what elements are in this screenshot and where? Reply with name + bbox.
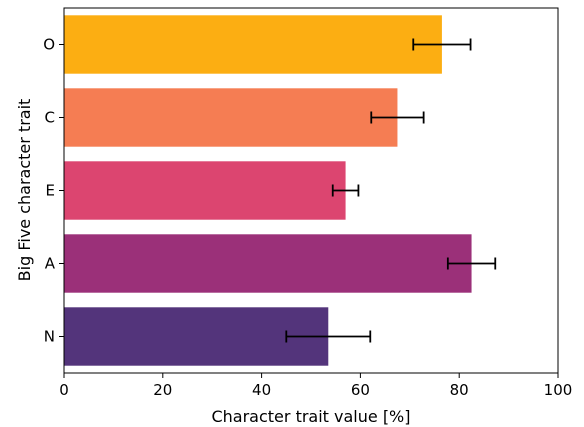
y-tick-label-o: O xyxy=(43,36,55,54)
bar-n xyxy=(64,307,329,366)
error-bar-e xyxy=(331,184,360,197)
bar-a xyxy=(64,234,472,293)
x-tick-label: 60 xyxy=(351,381,370,399)
x-tick-label: 100 xyxy=(544,381,573,399)
x-axis-label: Character trait value [%] xyxy=(211,407,410,426)
x-tick-label: 80 xyxy=(450,381,469,399)
y-axis-label: Big Five character trait xyxy=(15,99,34,282)
bar-o xyxy=(64,15,442,74)
error-bar-n xyxy=(285,330,372,343)
x-axis-ticks: 0 20 40 60 80 100 xyxy=(59,373,572,399)
y-tick-label-c: C xyxy=(45,109,55,127)
x-tick-label: 0 xyxy=(59,381,69,399)
errorbars-layer xyxy=(285,38,497,343)
bars-layer xyxy=(64,15,472,366)
y-tick-label-n: N xyxy=(44,328,55,346)
bar-e xyxy=(64,161,346,220)
error-bar-a xyxy=(446,257,497,270)
y-axis-ticks: O C E A N xyxy=(43,36,64,346)
x-tick-label: 40 xyxy=(252,381,271,399)
y-tick-label-a: A xyxy=(45,255,56,273)
x-tick-label: 20 xyxy=(153,381,172,399)
error-bar-c xyxy=(370,111,425,124)
error-bar-o xyxy=(412,38,472,51)
bar-c xyxy=(64,88,398,147)
y-tick-label-e: E xyxy=(46,182,55,200)
